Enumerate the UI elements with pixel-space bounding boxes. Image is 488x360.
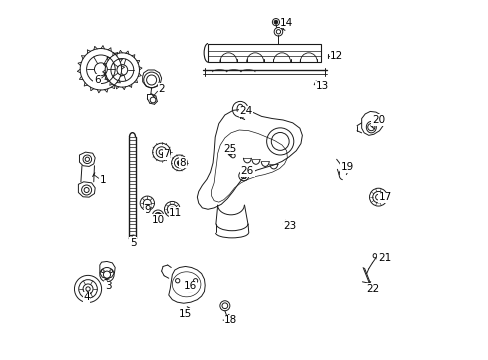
Text: 10: 10 <box>151 215 164 225</box>
Text: 21: 21 <box>377 253 390 263</box>
Bar <box>207 44 321 62</box>
Text: 4: 4 <box>83 292 90 302</box>
Text: 3: 3 <box>104 282 111 292</box>
Text: 17: 17 <box>378 192 391 202</box>
Text: 6: 6 <box>94 75 101 85</box>
Text: 25: 25 <box>223 144 236 154</box>
Text: 5: 5 <box>129 238 136 248</box>
Text: 16: 16 <box>183 282 197 292</box>
Text: 22: 22 <box>365 284 378 294</box>
Text: 14: 14 <box>280 18 293 28</box>
Text: 11: 11 <box>169 208 182 218</box>
Text: 20: 20 <box>371 115 384 125</box>
Text: 8: 8 <box>180 158 186 168</box>
Circle shape <box>274 20 277 24</box>
Text: 19: 19 <box>340 162 353 172</box>
Text: 13: 13 <box>315 81 328 91</box>
Text: 2: 2 <box>158 84 164 94</box>
Text: 18: 18 <box>224 315 237 325</box>
Text: 9: 9 <box>144 205 150 215</box>
Text: 1: 1 <box>100 175 106 185</box>
Text: 12: 12 <box>329 51 343 61</box>
Text: 24: 24 <box>239 107 252 116</box>
Text: 15: 15 <box>179 309 192 319</box>
Text: 7: 7 <box>163 149 170 159</box>
Text: 26: 26 <box>240 166 253 176</box>
Text: 23: 23 <box>283 221 296 231</box>
